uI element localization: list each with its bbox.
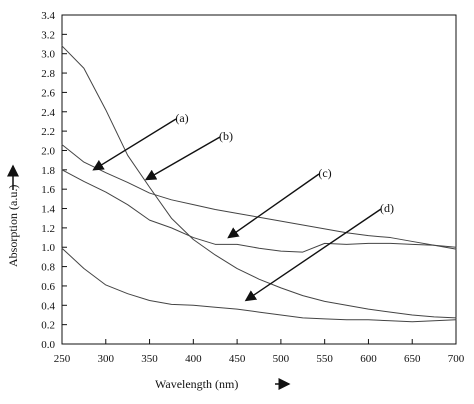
y-tick-label: 3.2 <box>41 29 55 41</box>
series-line-b <box>61 45 457 319</box>
series-line-c <box>61 169 457 253</box>
series-layer <box>61 45 457 323</box>
y-tick-label: 2.4 <box>41 107 55 119</box>
y-tick-label: 2.0 <box>41 145 55 157</box>
y-tick-label: 1.4 <box>41 204 55 216</box>
plot-frame <box>61 14 457 345</box>
y-tick-label: 0.6 <box>41 281 55 293</box>
annotation-layer: (a) (b) (c) (d) <box>92 111 394 302</box>
y-tick-label: 2.6 <box>41 87 55 99</box>
x-tick-label: 400 <box>185 353 202 365</box>
y-axis-ticks: 0.0 0.2 0.4 0.6 0.8 1.0 1.2 1.4 1.6 1.8 2.0 2.2 2.4 2… <box>41 10 67 351</box>
x-tick-label: 550 <box>316 353 333 365</box>
x-tick-label: 500 <box>273 353 290 365</box>
y-tick-label: 1.6 <box>41 184 55 196</box>
x-tick-label: 700 <box>448 353 465 365</box>
series-line-d <box>61 247 457 323</box>
series-line-a <box>61 144 457 248</box>
y-tick-label: 2.2 <box>41 126 55 138</box>
y-tick-label: 0.0 <box>41 339 55 351</box>
x-tick-label: 300 <box>98 353 115 365</box>
x-tick-label: 350 <box>141 353 158 365</box>
y-axis-title: Absorption (a.u.) <box>6 185 20 267</box>
y-tick-label: 1.0 <box>41 242 55 254</box>
annotation-label: (b) <box>219 129 233 143</box>
x-tick-label: 600 <box>360 353 377 365</box>
y-tick-label: 0.2 <box>41 320 55 332</box>
x-tick-label: 650 <box>404 353 421 365</box>
annotation-label: (d) <box>380 201 394 215</box>
y-tick-label: 1.8 <box>41 165 55 177</box>
annotation-label: (a) <box>175 111 188 125</box>
annotation-arrow <box>227 173 320 239</box>
y-tick-label: 3.0 <box>41 49 55 61</box>
annotation-arrow <box>92 118 177 171</box>
x-tick-label: 250 <box>54 353 71 365</box>
annotation-arrow <box>244 208 382 302</box>
y-tick-label: 3.4 <box>41 10 55 22</box>
y-tick-label: 0.8 <box>41 262 55 274</box>
y-tick-label: 0.4 <box>41 300 55 312</box>
y-tick-label: 1.2 <box>41 223 55 235</box>
annotation-arrow <box>144 136 221 181</box>
y-tick-label: 2.8 <box>41 68 55 80</box>
x-axis-ticks: 250 300 350 400 450 500 550 600 650 700 <box>54 339 465 365</box>
annotation-label: (c) <box>318 166 331 180</box>
x-axis-title: Wavelength (nm) <box>155 377 238 391</box>
x-tick-label: 450 <box>229 353 246 365</box>
